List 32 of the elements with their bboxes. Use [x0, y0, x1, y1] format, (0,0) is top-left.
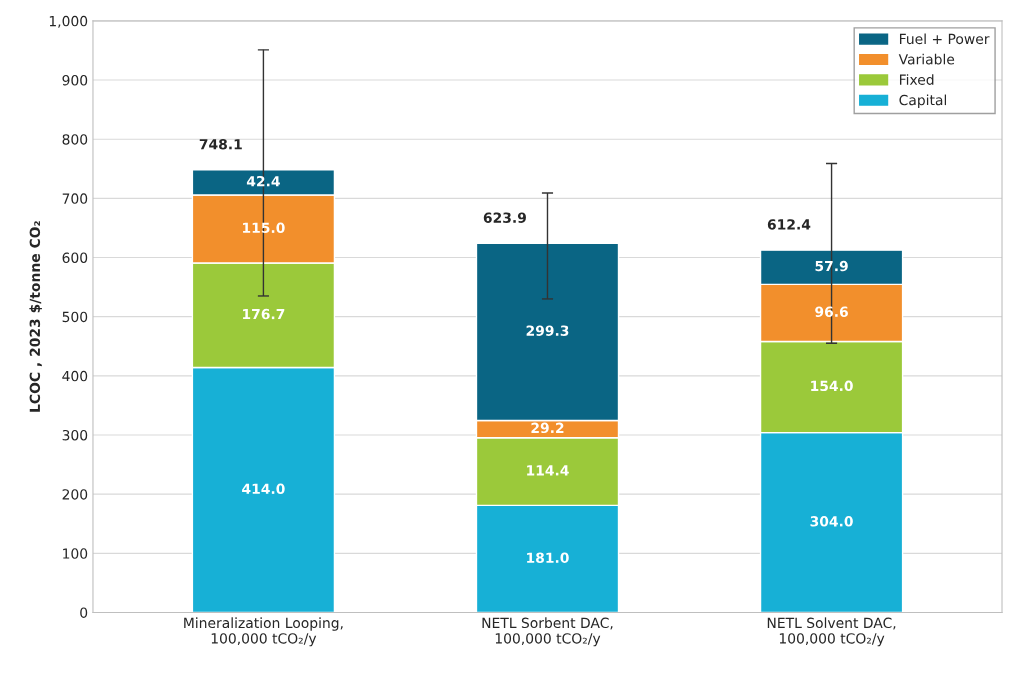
total-label: 623.9 [483, 212, 526, 223]
y-tick-label: 300 [62, 429, 88, 441]
y-tick-label: 600 [62, 252, 88, 263]
data-label: 414.0 [242, 483, 285, 495]
legend-label: Fuel + Power [899, 33, 990, 45]
data-label: 304.0 [810, 516, 853, 527]
data-label: 299.3 [526, 325, 569, 336]
x-tick-label: NETL Sorbent DAC, 100,000 tCO₂/y [482, 617, 613, 647]
y-tick-label: 1,000 [49, 15, 88, 28]
y-tick-label: 800 [62, 134, 88, 145]
x-tick-label: Mineralization Looping, 100,000 tCO₂/y [184, 617, 343, 647]
data-label: 29.2 [531, 422, 564, 434]
data-label: 176.7 [243, 308, 285, 320]
y-axis-title: LCOC , 2023 $/tonne CO₂ [29, 221, 42, 412]
data-label: 57.9 [815, 260, 848, 272]
data-label: 42.4 [246, 175, 280, 187]
total-label: 612.4 [767, 219, 811, 230]
data-label: 114.4 [527, 465, 569, 476]
y-tick-label: 100 [63, 548, 88, 559]
y-tick-label: 400 [62, 370, 88, 382]
data-label: 181.0 [527, 552, 569, 563]
data-label: 154.0 [811, 380, 853, 392]
legend-label: Fixed [899, 74, 934, 85]
y-tick-label: 200 [62, 489, 88, 500]
total-label: 748.1 [199, 138, 242, 150]
y-tick-label: 900 [62, 75, 88, 86]
legend-label: Variable [898, 53, 955, 65]
legend-label: Capital [899, 94, 947, 108]
x-tick-label: NETL Solvent DAC, 100,000 tCO₂/y [767, 617, 896, 647]
y-tick-label: 500 [62, 311, 88, 323]
y-tick-label: 0 [80, 607, 88, 618]
y-tick-label: 700 [62, 193, 88, 204]
